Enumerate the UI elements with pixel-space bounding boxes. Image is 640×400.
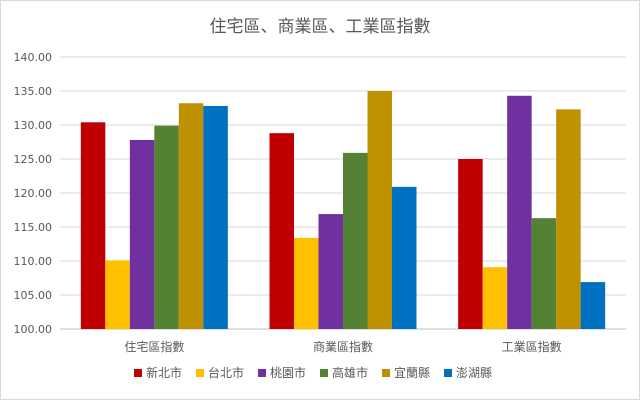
bar	[318, 214, 343, 329]
bar	[458, 159, 483, 329]
y-tick-label: 110.00	[14, 255, 53, 268]
bar	[105, 260, 130, 329]
legend-label: 台北市	[208, 365, 244, 380]
bar	[343, 152, 368, 329]
legend-swatch	[320, 369, 328, 377]
bar	[178, 103, 204, 330]
bar	[507, 95, 532, 329]
x-category-label: 工業區指數	[502, 339, 562, 354]
bar	[294, 237, 319, 329]
legend-label: 新北市	[146, 365, 182, 380]
bar	[154, 125, 179, 330]
legend-label: 高雄市	[332, 365, 368, 380]
y-tick-label: 135.00	[14, 85, 53, 98]
legend-swatch	[444, 369, 452, 377]
bar	[392, 186, 417, 329]
y-tick-label: 140.00	[14, 51, 53, 64]
y-tick-label: 120.00	[14, 187, 53, 200]
chart-title: 住宅區、商業區、工業區指數	[210, 17, 431, 37]
y-axis-ticks: 100.00 105.00 110.00 115.00 120.00 125.00 130.…	[14, 51, 53, 336]
legend-label: 澎湖縣	[456, 365, 492, 380]
bar	[531, 218, 557, 329]
y-tick-label: 105.00	[14, 289, 53, 302]
x-axis-categories: 住宅區指數 商業區指數 工業區指數	[124, 339, 561, 354]
bar	[203, 105, 228, 330]
x-category-label: 商業區指數	[313, 339, 373, 354]
legend: 新北市 台北市 桃園市 高雄市 宜蘭縣 澎湖縣	[134, 365, 492, 380]
legend-swatch	[258, 369, 266, 377]
legend-swatch	[196, 369, 204, 377]
y-tick-label: 130.00	[14, 119, 53, 132]
x-category-label: 住宅區指數	[124, 339, 184, 354]
bar	[80, 122, 106, 329]
bar	[367, 91, 392, 329]
legend-label: 宜蘭縣	[394, 365, 430, 380]
y-tick-label: 115.00	[14, 221, 53, 234]
y-tick-label: 100.00	[14, 323, 53, 336]
y-tick-label: 125.00	[14, 153, 53, 166]
bars	[80, 91, 606, 330]
bar	[129, 139, 155, 329]
bar	[482, 267, 508, 329]
legend-swatch	[382, 369, 390, 377]
bar	[580, 282, 606, 329]
legend-label: 桃園市	[270, 365, 306, 380]
bar	[556, 109, 581, 329]
legend-swatch	[134, 369, 142, 377]
bar	[269, 133, 294, 329]
